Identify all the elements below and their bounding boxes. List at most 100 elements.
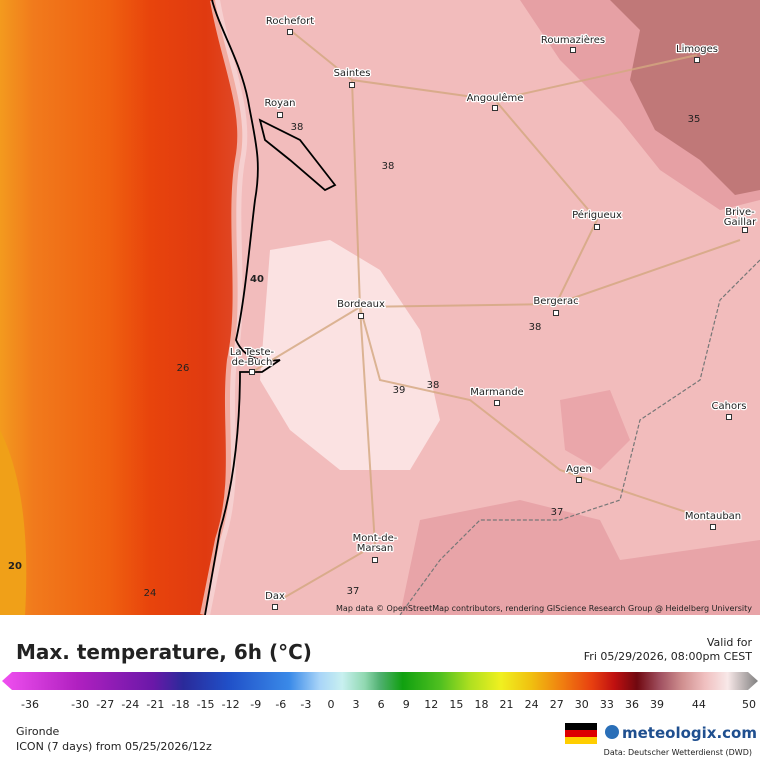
scale-tick-label: 30 <box>575 698 589 711</box>
scale-tick-label: -24 <box>121 698 139 711</box>
contour-label: 24 <box>144 588 157 599</box>
contour-label: 37 <box>347 586 360 597</box>
city-label: Limoges <box>676 44 718 55</box>
city-label: Mont-de- <box>353 533 398 544</box>
valid-time: Fri 05/29/2026, 08:00pm CEST <box>584 650 753 663</box>
city-marker <box>272 604 278 610</box>
scale-tick-label: -21 <box>146 698 164 711</box>
land-zone <box>560 390 630 470</box>
city-marker <box>726 414 732 420</box>
valid-label: Valid for <box>707 636 753 649</box>
city-label: Bergerac <box>533 296 578 307</box>
flag <box>565 723 597 744</box>
city-marker <box>494 400 500 406</box>
scale-tick-label: 15 <box>449 698 463 711</box>
city-marker <box>372 557 378 563</box>
city-label: de-Buch <box>232 357 273 368</box>
roads <box>251 29 741 601</box>
estuary <box>258 118 337 192</box>
city-label: Angoulême <box>467 92 524 104</box>
city-marker <box>349 82 355 88</box>
city-marker <box>287 29 293 35</box>
city-label: Roumazières <box>541 34 605 46</box>
contour-label: 40 <box>250 274 264 285</box>
city-label: Périgueux <box>572 209 622 221</box>
contour-label: 20 <box>8 561 22 572</box>
scale-tick-label: -9 <box>250 698 261 711</box>
region: Gironde <box>16 725 60 738</box>
scale-tick-label: 44 <box>692 698 706 711</box>
contour-label: 38 <box>427 380 440 391</box>
map: Map data © OpenStreetMap contributors, r… <box>0 0 760 616</box>
land-zone <box>260 240 440 470</box>
color-scale <box>2 672 758 690</box>
city-marker <box>277 112 283 118</box>
scale-tick-label: 50 <box>742 698 756 711</box>
map-attribution: Map data © OpenStreetMap contributors, r… <box>336 604 752 613</box>
scale-tick-label: 6 <box>378 698 385 711</box>
model-run: ICON (7 days) from 05/25/2026/12z <box>16 740 212 753</box>
city-label: Marsan <box>357 543 394 554</box>
city-marker <box>358 313 364 319</box>
contour-label: 35 <box>688 114 701 125</box>
scale-tick-label: 24 <box>525 698 539 711</box>
city-label: Royan <box>264 98 295 109</box>
scale-tick-label: -27 <box>96 698 114 711</box>
city-marker <box>594 224 600 230</box>
data-source: Data: Deutscher Wetterdienst (DWD) <box>604 748 752 757</box>
city-marker <box>694 57 700 63</box>
city-label: Rochefort <box>266 16 314 27</box>
land-zone <box>610 0 760 195</box>
scale-tick-label: 33 <box>600 698 614 711</box>
city-marker <box>492 105 498 111</box>
contour-label: 38 <box>291 122 304 133</box>
logo-icon <box>605 725 619 739</box>
city-marker <box>742 227 748 233</box>
city-label: Cahors <box>712 401 747 412</box>
scale-tick-label: 18 <box>474 698 488 711</box>
scale-tick-label: -15 <box>197 698 215 711</box>
city-marker <box>710 524 716 530</box>
borders <box>399 259 760 616</box>
map-labels: Rochefort Saintes Royan Angoulême Roumazière… <box>8 15 758 610</box>
scale-tick-label: -36 <box>21 698 39 711</box>
city-label: Marmande <box>470 387 523 398</box>
city-marker <box>553 310 559 316</box>
sea <box>0 0 243 615</box>
scale-tick-label: -12 <box>222 698 240 711</box>
coastline <box>204 0 281 616</box>
scale-tick-label: -30 <box>71 698 89 711</box>
city-marker <box>570 47 576 53</box>
contour-label: 38 <box>529 322 542 333</box>
city-label: Montauban <box>685 511 741 522</box>
scale-tick-label: 9 <box>403 698 410 711</box>
city-marker <box>576 477 582 483</box>
land-zone <box>400 500 760 615</box>
map-title: Max. temperature, 6h (°C) <box>16 640 312 664</box>
city-label: Dax <box>265 591 285 602</box>
contour-label: 39 <box>393 385 406 396</box>
city-label: Saintes <box>334 68 371 79</box>
scale-tick-label: 36 <box>625 698 639 711</box>
scale-tick-label: -3 <box>300 698 311 711</box>
scale-tick-label: 27 <box>550 698 564 711</box>
scale-tick-label: 0 <box>327 698 334 711</box>
scale-tick-label: 12 <box>424 698 438 711</box>
city-label: Brive- <box>725 207 755 218</box>
sea-zone <box>0 430 27 615</box>
scale-tick-label: 21 <box>500 698 514 711</box>
scale-tick-label: 3 <box>353 698 360 711</box>
city-label: Agen <box>566 464 592 475</box>
coast-fringe <box>200 0 248 616</box>
brand: meteologix.com <box>622 724 757 742</box>
city-label: La Teste- <box>230 347 275 358</box>
footer: Max. temperature, 6h (°C) Valid for Fri … <box>0 615 760 760</box>
contour-label: 38 <box>382 161 395 172</box>
city-marker <box>249 369 255 375</box>
scale-ticks: -36 -30 -27 -24 -21 -18 -15 -12 -9 -6 -3 0 3 6 9 12 15 18… <box>21 698 756 711</box>
city-label: Gaillar <box>724 217 757 228</box>
city-label: Bordeaux <box>337 299 385 310</box>
scale-tick-label: -6 <box>275 698 286 711</box>
